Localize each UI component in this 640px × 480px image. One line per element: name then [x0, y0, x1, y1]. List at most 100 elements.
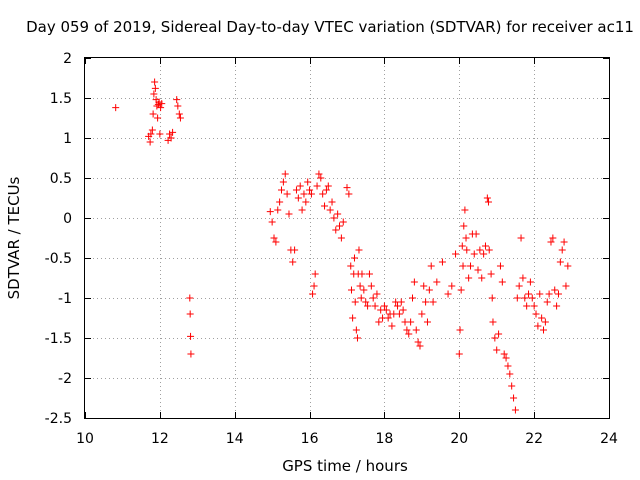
data-point — [311, 270, 319, 278]
data-point — [519, 274, 527, 282]
data-point — [465, 274, 473, 282]
data-point — [483, 194, 491, 202]
y-tick-label: 1 — [63, 131, 72, 147]
data-point — [397, 298, 405, 306]
y-tick-label: -0.5 — [45, 251, 72, 267]
data-point — [384, 314, 392, 322]
data-point — [367, 282, 375, 290]
data-point — [511, 406, 519, 414]
data-point — [498, 278, 506, 286]
data-point — [173, 96, 181, 104]
data-point — [147, 130, 155, 138]
data-point — [274, 206, 282, 214]
data-point — [478, 274, 486, 282]
data-point — [523, 302, 531, 310]
data-point — [326, 206, 334, 214]
data-point — [476, 246, 484, 254]
data-point — [382, 306, 390, 314]
data-point — [543, 298, 551, 306]
data-point — [395, 310, 403, 318]
data-point — [337, 234, 345, 242]
y-axis-label: SDTVAR / TECUs — [5, 176, 23, 299]
x-tick-label: 10 — [76, 431, 94, 447]
data-point — [285, 210, 293, 218]
data-point — [166, 130, 174, 138]
data-point — [500, 350, 508, 358]
data-point — [154, 114, 162, 122]
data-point — [112, 104, 120, 112]
data-point — [322, 186, 330, 194]
data-point — [472, 230, 480, 238]
x-tick-label: 20 — [450, 431, 468, 447]
data-point — [345, 190, 353, 198]
data-point — [272, 238, 280, 246]
data-point — [349, 314, 357, 322]
y-tick-labels: -2.5 -2 -1.5 -1 -0.5 0 0.5 1 1.5 2 — [45, 51, 72, 427]
x-tick-label: 16 — [301, 431, 319, 447]
data-point — [554, 290, 562, 298]
data-point — [405, 330, 413, 338]
y-tick-label: -2 — [58, 371, 72, 387]
data-point — [422, 298, 430, 306]
data-point — [510, 394, 518, 402]
data-point — [425, 286, 433, 294]
data-point — [558, 246, 566, 254]
data-point — [148, 126, 156, 134]
data-point — [438, 258, 446, 266]
data-point — [364, 302, 372, 310]
data-point — [458, 242, 466, 250]
data-point — [414, 338, 422, 346]
data-point — [150, 90, 158, 98]
data-point — [462, 234, 470, 242]
data-point — [292, 186, 300, 194]
data-point — [553, 302, 561, 310]
data-point — [467, 262, 475, 270]
data-point — [313, 182, 321, 190]
data-point — [187, 350, 195, 358]
data-point — [485, 246, 493, 254]
data-point — [403, 326, 411, 334]
data-point — [169, 128, 177, 136]
data-point — [380, 302, 388, 310]
data-point — [186, 310, 194, 318]
data-point — [279, 178, 287, 186]
data-point — [151, 84, 159, 92]
data-point — [351, 298, 359, 306]
data-point — [433, 278, 441, 286]
data-point — [536, 290, 544, 298]
data-point — [493, 346, 501, 354]
x-tick-label: 24 — [600, 431, 618, 447]
data-point — [491, 334, 499, 342]
data-point — [167, 134, 175, 142]
data-point — [545, 290, 553, 298]
data-point — [315, 170, 323, 178]
data-point — [423, 318, 431, 326]
data-point — [562, 282, 570, 290]
data-point — [358, 270, 366, 278]
data-point — [521, 294, 529, 302]
data-point — [151, 78, 159, 86]
data-point — [332, 226, 340, 234]
data-point — [448, 282, 456, 290]
data-point — [515, 282, 523, 290]
data-point — [495, 330, 503, 338]
data-point — [394, 302, 402, 310]
data-point — [461, 206, 469, 214]
data-point — [528, 294, 536, 302]
data-point — [508, 382, 516, 390]
data-point — [556, 258, 564, 266]
data-point — [187, 332, 195, 340]
y-tick-label: -1 — [58, 291, 72, 307]
data-point — [456, 326, 464, 334]
data-point — [268, 218, 276, 226]
data-point — [175, 110, 183, 118]
data-point — [357, 294, 365, 302]
data-point — [281, 170, 289, 178]
data-point — [481, 242, 489, 250]
y-tick-label: 1.5 — [50, 91, 72, 107]
data-point — [149, 110, 157, 118]
plot-frame — [84, 57, 610, 419]
data-point — [356, 282, 364, 290]
data-point — [388, 322, 396, 330]
